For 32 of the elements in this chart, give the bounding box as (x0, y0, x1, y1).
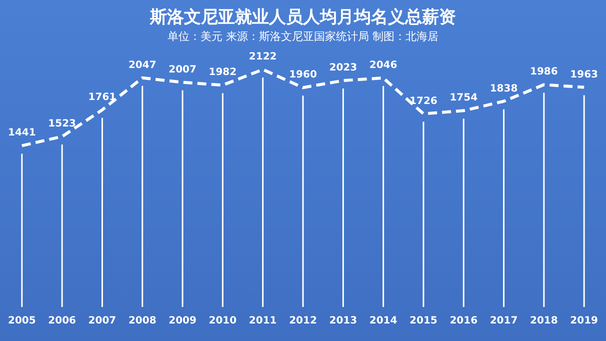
x-tick-label: 2008 (128, 316, 156, 327)
chart-subtitle: 单位：美元 来源：斯洛文尼亚国家统计局 制图：北海居 (168, 30, 438, 43)
data-label: 1982 (208, 67, 237, 78)
x-tick-label: 2006 (48, 316, 76, 327)
x-tick-label: 2012 (289, 316, 317, 327)
x-tick-label: 2014 (369, 316, 398, 327)
x-tick-label: 2015 (410, 316, 438, 327)
data-label: 1441 (8, 128, 36, 139)
x-tick-label: 2011 (248, 316, 277, 327)
x-tick-label: 2010 (208, 316, 237, 327)
x-tick-label: 2019 (570, 316, 598, 327)
data-label: 2023 (329, 62, 358, 74)
x-tick-label: 2007 (88, 316, 116, 327)
data-label: 1963 (570, 69, 598, 80)
x-tick-label: 2017 (490, 316, 518, 327)
data-label: 2007 (168, 64, 196, 76)
data-label: 2122 (248, 51, 277, 62)
x-tick-label: 2018 (530, 316, 558, 327)
data-label: 1960 (289, 70, 317, 81)
x-tick-label: 2016 (450, 316, 478, 327)
data-label: 1754 (450, 92, 478, 104)
data-label: 1761 (88, 92, 116, 103)
data-label: 1986 (530, 66, 558, 78)
data-label: 1726 (410, 96, 438, 107)
x-tick-label: 2005 (8, 316, 36, 327)
data-label: 1523 (48, 118, 76, 130)
data-label: 2047 (128, 60, 156, 71)
chart-title: 斯洛文尼亚就业人员人均月均名义总薪资 (149, 8, 456, 28)
x-tick-label: 2013 (329, 316, 358, 327)
data-label: 2046 (369, 60, 398, 71)
data-label: 1838 (490, 83, 518, 94)
x-tick-label: 2009 (168, 316, 196, 327)
